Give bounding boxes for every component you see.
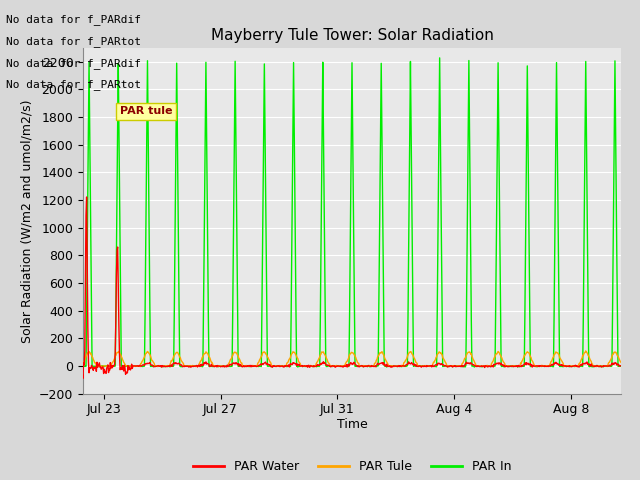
PAR Tule bbox=[582, 348, 589, 354]
PAR In bbox=[534, 363, 542, 369]
Line: PAR Water: PAR Water bbox=[74, 197, 629, 379]
Y-axis label: Solar Radiation (W/m2 and umol/m2/s): Solar Radiation (W/m2 and umol/m2/s) bbox=[20, 99, 33, 343]
PAR Water bbox=[330, 363, 337, 369]
PAR In bbox=[420, 363, 428, 369]
PAR In bbox=[399, 363, 406, 369]
PAR Water bbox=[421, 363, 429, 369]
PAR Tule bbox=[330, 362, 337, 368]
Legend: PAR Water, PAR Tule, PAR In: PAR Water, PAR Tule, PAR In bbox=[188, 455, 516, 478]
PAR In bbox=[189, 363, 196, 369]
Line: PAR Tule: PAR Tule bbox=[74, 351, 629, 366]
PAR Tule bbox=[70, 363, 78, 369]
PAR Water bbox=[534, 363, 542, 369]
PAR Tule bbox=[189, 363, 197, 369]
PAR In bbox=[70, 363, 78, 369]
PAR Water bbox=[625, 363, 633, 369]
PAR In bbox=[625, 363, 633, 369]
PAR In bbox=[329, 364, 337, 370]
PAR Water bbox=[190, 363, 198, 369]
PAR Water bbox=[266, 361, 274, 367]
PAR In bbox=[436, 55, 444, 61]
PAR In bbox=[265, 363, 273, 369]
Text: No data for f_PARdif: No data for f_PARdif bbox=[6, 58, 141, 69]
Text: PAR tule: PAR tule bbox=[120, 107, 172, 116]
Text: No data for f_PARtot: No data for f_PARtot bbox=[6, 79, 141, 90]
PAR Tule bbox=[266, 357, 273, 363]
PAR Tule bbox=[534, 363, 541, 369]
PAR Tule bbox=[399, 363, 407, 369]
Text: No data for f_PARtot: No data for f_PARtot bbox=[6, 36, 141, 47]
PAR Tule bbox=[420, 363, 428, 369]
PAR In bbox=[470, 364, 478, 370]
PAR Water bbox=[70, 370, 78, 375]
PAR Water bbox=[73, 376, 81, 382]
Text: No data for f_PARdif: No data for f_PARdif bbox=[6, 14, 141, 25]
PAR Water bbox=[400, 363, 408, 369]
Title: Mayberry Tule Tower: Solar Radiation: Mayberry Tule Tower: Solar Radiation bbox=[211, 28, 493, 43]
PAR Tule bbox=[625, 363, 633, 369]
PAR Tule bbox=[73, 363, 81, 369]
PAR Water bbox=[83, 194, 90, 200]
Line: PAR In: PAR In bbox=[74, 58, 629, 367]
X-axis label: Time: Time bbox=[337, 418, 367, 431]
